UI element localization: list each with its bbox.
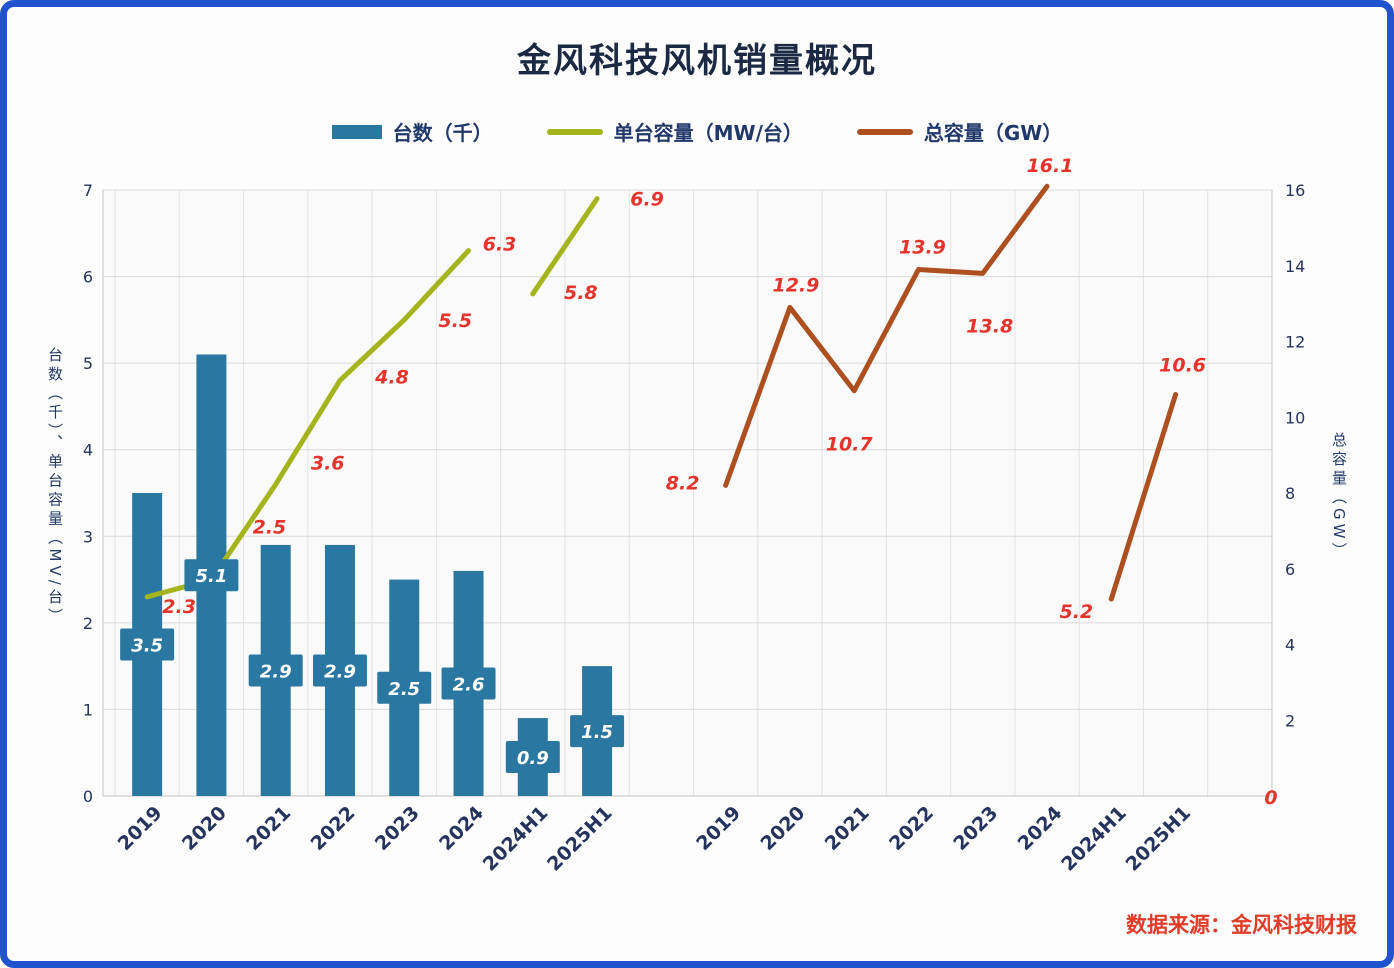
x-axis-label-left: 2023 <box>371 802 424 855</box>
right-axis-tick: 2 <box>1285 711 1295 730</box>
bar-value-label: 2.9 <box>260 661 292 682</box>
unit-capacity-data-label: 6.3 <box>483 234 517 256</box>
unit-capacity-data-label: 4.8 <box>374 366 409 388</box>
left-axis-tick: 1 <box>83 700 93 719</box>
x-axis-label-left: 2019 <box>114 802 167 855</box>
x-axis-label-right: 2021 <box>821 802 874 855</box>
left-axis-tick: 2 <box>83 614 93 633</box>
legend-item-total-capacity: 总容量（GW） <box>856 117 1063 146</box>
right-axis-tick: 16 <box>1285 181 1305 200</box>
right-axis-tick: 10 <box>1285 408 1305 427</box>
left-axis-tick: 0 <box>83 787 93 806</box>
unit-capacity-data-label: 2.3 <box>162 596 196 618</box>
unit-capacity-data-label: 5.5 <box>438 310 472 332</box>
legend-item-units: 台数（千） <box>331 117 493 146</box>
bar-value-label: 5.1 <box>195 566 227 587</box>
unit-capacity-data-label: 2.5 <box>253 517 287 539</box>
x-axis-label-right: 2025H1 <box>1122 802 1196 876</box>
bar-value-label: 2.9 <box>324 661 356 682</box>
bar-series-swatch <box>331 124 382 139</box>
x-axis-label-right: 2024 <box>1014 802 1067 855</box>
x-axis-label-right: 2022 <box>885 802 938 855</box>
unit-capacity-data-label: 5.8 <box>564 282 598 304</box>
unit-capacity-line <box>530 196 600 297</box>
right-axis-tick: 12 <box>1285 333 1305 352</box>
right-axis-tick: 8 <box>1285 484 1295 503</box>
x-axis-label-left: 2021 <box>242 802 295 855</box>
legend: 台数（千） 单台容量（MW/台） 总容量（GW） <box>7 117 1387 146</box>
right-axis-title: 总容量（GW） <box>1330 432 1348 562</box>
total-capacity-data-label: 13.8 <box>966 315 1013 337</box>
left-axis-tick: 7 <box>83 181 93 200</box>
bar-value-box <box>312 654 367 687</box>
plot-area: 3.5 5.1 2.9 2.9 2.5 2.6 0.9 1.5 2.3 2.5 3.6 4.8 5.5 6… <box>83 155 1306 876</box>
right-axis-tick: 14 <box>1285 257 1305 276</box>
x-axis-label-right: 2019 <box>692 802 745 855</box>
source-note: 数据来源：金风科技财报 <box>1126 913 1357 937</box>
legend-label-total-capacity: 总容量（GW） <box>923 121 1063 145</box>
total-capacity-data-label: 10.7 <box>826 434 874 456</box>
left-axis-tick: 3 <box>83 527 93 546</box>
right-axis-tick: 4 <box>1285 636 1295 655</box>
total-capacity-data-label: 12.9 <box>772 274 819 296</box>
bar-value-label: 2.6 <box>453 674 485 695</box>
bar-value-box <box>184 559 239 592</box>
total-capacity-data-label: 5.2 <box>1059 601 1093 623</box>
bar-value-box <box>377 671 432 704</box>
bar-value-label: 2.5 <box>388 679 420 700</box>
total-capacity-line <box>1108 392 1179 602</box>
bar-value-box <box>505 741 560 774</box>
chart-title: 金风科技风机销量概况 <box>517 41 877 81</box>
right-axis-zero-label: 0 <box>1264 787 1277 809</box>
unit-capacity-data-label: 3.6 <box>311 452 345 474</box>
left-axis-tick: 5 <box>83 354 93 373</box>
total-capacity-data-label: 13.9 <box>899 237 946 259</box>
legend-item-unit-capacity: 单台容量（MW/台） <box>546 117 803 146</box>
x-axis-label-left: 2022 <box>307 802 360 855</box>
unit-capacity-data-label: 6.9 <box>630 189 664 211</box>
total-capacity-line-swatch <box>856 128 913 135</box>
plot-background <box>103 190 1272 796</box>
total-capacity-line <box>723 183 1050 488</box>
x-axis-label-left: 2025H1 <box>543 802 617 876</box>
left-axis-tick: 6 <box>83 268 93 287</box>
legend-label-units: 台数（千） <box>392 121 493 145</box>
bar-value-label: 0.9 <box>517 748 549 769</box>
bar-value-label: 3.5 <box>131 636 163 657</box>
x-axis-label-left: 2024 <box>435 802 488 855</box>
total-capacity-data-label: 8.2 <box>666 472 700 494</box>
x-axis-label-left: 2024H1 <box>479 802 553 876</box>
total-capacity-data-label: 10.6 <box>1159 355 1206 377</box>
left-axis-title: 台数（千）、单台容量（MV/台） <box>46 347 64 627</box>
bar-value-label: 1.5 <box>581 722 613 743</box>
bar-value-box <box>248 654 303 687</box>
left-axis-tick: 4 <box>83 441 93 460</box>
x-axis-label-right: 2023 <box>949 802 1002 855</box>
bar-value-box <box>570 715 625 748</box>
total-capacity-data-label: 16.1 <box>1027 155 1074 177</box>
bar-value-box <box>120 628 175 661</box>
x-axis-label-left: 2020 <box>178 802 231 855</box>
x-axis-label-right: 2024H1 <box>1057 802 1131 876</box>
legend-label-unit-capacity: 单台容量（MW/台） <box>613 121 803 145</box>
bar-value-box <box>441 667 496 700</box>
x-axis-label-right: 2020 <box>756 802 809 855</box>
right-axis-tick: 6 <box>1285 560 1295 579</box>
unit-capacity-line-swatch <box>546 128 603 135</box>
